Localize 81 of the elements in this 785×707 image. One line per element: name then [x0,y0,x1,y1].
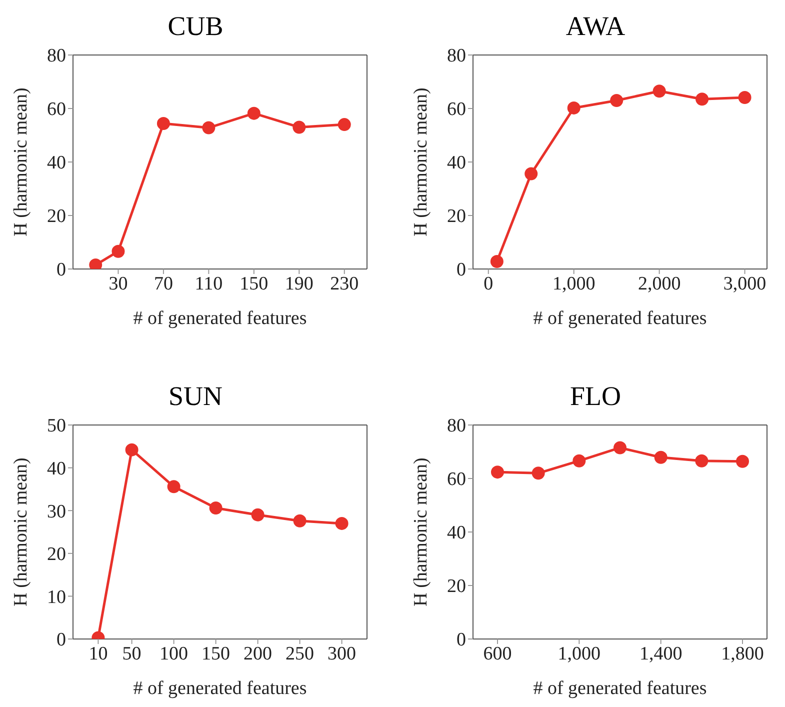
x-tick-label: 110 [194,273,223,294]
x-tick-label: 230 [330,273,359,294]
y-tick-label: 20 [47,544,66,566]
point [156,116,170,130]
y-axis-title: H (harmonic mean) [410,458,432,606]
x-axis-title: # of generated features [133,308,307,329]
x-tick-label: 600 [483,643,512,664]
x-tick-label: 3,000 [723,273,766,294]
chart-title: CUB [166,10,224,43]
x-tick-label: 2,000 [638,273,681,294]
point [736,454,749,468]
x-tick-label: 1,800 [721,643,764,664]
y-tick-label: 40 [447,152,466,174]
y-tick-label: 60 [447,99,466,120]
x-axis-title: # of generated features [533,678,707,699]
y-tick-label: 60 [47,99,66,120]
point [695,454,708,468]
point [251,508,264,522]
y-tick-label: 0 [456,630,466,651]
point [567,101,580,114]
point [524,167,538,180]
point [652,84,666,98]
x-tick-label: 190 [284,273,314,294]
x-tick-label: 100 [160,643,188,664]
x-tick-label: 1,000 [552,273,596,294]
point [338,118,351,132]
x-tick-label: 1,000 [558,643,601,664]
point [167,480,180,494]
chart-title: AWA [564,10,626,43]
x-tick-label: 1,400 [639,643,682,664]
x-tick-label: 30 [108,273,128,294]
point [209,502,222,515]
y-tick-label: 80 [47,46,66,67]
x-tick-label: 200 [244,643,272,664]
point [696,92,709,106]
x-tick-label: 70 [154,273,173,294]
y-axis-title: H (harmonic mean) [410,88,432,236]
y-tick-label: 60 [447,469,466,490]
point [532,466,545,480]
point [112,244,125,258]
chart-title: FLO [568,380,622,413]
point [335,516,348,530]
point [572,454,586,468]
point [89,258,102,269]
y-tick-label: 30 [47,501,66,522]
x-tick-label: 50 [122,643,142,664]
x-tick-label: 150 [240,273,268,294]
point [293,514,306,528]
chart-title: SUN [167,380,224,413]
point [202,121,216,134]
x-tick-label: 250 [286,643,314,664]
y-axis-title: H (harmonic mean) [10,88,32,236]
point [614,441,626,454]
point [738,91,752,104]
point [610,94,624,107]
point [654,450,668,464]
x-tick-label: 150 [202,643,230,664]
y-tick-label: 50 [47,416,66,437]
y-tick-label: 20 [47,206,66,228]
x-tick-label: 10 [88,643,108,664]
y-tick-label: 0 [456,260,466,281]
point [292,120,306,134]
y-tick-label: 40 [47,152,66,174]
y-tick-label: 20 [447,206,466,228]
x-tick-label: 0 [484,273,494,294]
x-axis-title: # of generated features [133,678,307,699]
y-tick-label: 40 [47,458,66,480]
y-tick-label: 80 [447,46,466,67]
y-tick-label: 20 [447,576,466,598]
y-tick-label: 40 [447,522,466,544]
y-tick-label: 0 [56,630,66,651]
y-tick-label: 0 [56,260,66,281]
y-axis-title: H (harmonic mean) [10,458,32,606]
point [125,443,138,456]
point [491,466,504,479]
x-tick-label: 300 [328,643,356,664]
y-tick-label: 80 [447,416,466,437]
y-tick-label: 10 [47,586,66,608]
x-axis-title: # of generated features [533,308,707,329]
point [247,106,260,120]
point [490,255,504,268]
